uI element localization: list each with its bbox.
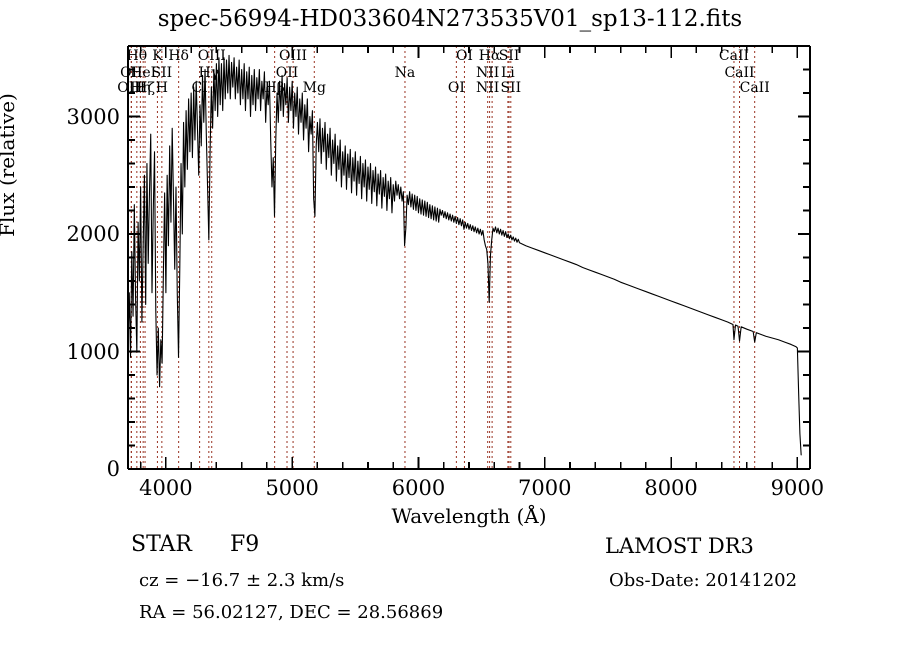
spectral-line-label: OII [275,65,299,81]
y-tick-labels: 0 1000 2000 3000 [0,0,120,649]
spectral-line-label: SII [500,80,522,96]
x-tick-label: 8000 [644,476,698,500]
line-marker-group [130,46,756,469]
y-tick-label: 3000 [66,104,120,129]
plot-area [127,45,811,470]
x-tick-label: 6000 [391,476,446,500]
spectral-line-label: Na [394,65,416,81]
y-tick-label: 2000 [66,222,120,246]
spectral-line-label: K [152,48,163,64]
spectral-line-label: NII [476,80,500,96]
spectral-line-label: H [155,80,168,96]
axis-frame [127,45,811,470]
footer-cz: cz = −16.7 ± 2.3 km/s [139,570,345,591]
spectrum-canvas [127,45,811,470]
spectral-line-label: OIII [117,80,146,96]
spectral-line-label: Hγ [198,65,220,81]
spectral-line-label: OI [447,80,465,96]
spectral-line-label: Li [501,65,515,81]
spectral-class-value: F9 [230,532,260,557]
y-axis-title: Flux (relative) [0,93,19,237]
spectral-line-label: HeI [130,65,157,81]
footer-obs-date: Obs-Date: 20141202 [609,570,798,591]
spectral-line-label: OII [120,65,143,81]
x-axis-title: Wavelength (Å) [391,504,547,528]
footer-coordinates: RA = 56.02127, DEC = 28.56869 [139,602,444,623]
spectral-line-label: OIII [279,48,308,64]
footer-survey: LAMOST DR3 [605,534,754,558]
spectral-line-label: Hα [478,48,501,64]
spectral-line-label: NII [476,65,500,81]
object-type-value: STAR [131,532,192,557]
spectral-line-label: OIII [197,48,226,64]
spectral-line-label: Mg [302,80,326,96]
spectral-line-label: Hδ [168,48,189,64]
spectral-line-label: SII [498,48,520,64]
spectral-line-label: Hβ [264,80,285,96]
spectral-line-label: CaII [739,80,770,96]
spectral-line-label: CaII [724,65,755,81]
spectral-line-label: CaII [718,48,750,64]
footer-object-type: STAR F9 [131,532,259,557]
spectral-line-label: OI [455,48,473,64]
spectral-line-label: Hθ [126,48,148,64]
x-tick-label: 4000 [139,476,193,500]
spectral-line-label: Hζ [135,80,155,96]
y-tick-label: 1000 [66,339,120,364]
spectral-line-label: SII [151,65,173,81]
y-tick-label: 0 [106,457,120,481]
x-tick-label: 5000 [265,476,319,500]
spectral-line-label: CI [191,80,208,96]
x-tick-label: 7000 [518,476,572,500]
page-title: spec-56994-HD033604N273535V01_sp13-112.f… [157,6,743,32]
spectral-line-label: Hη [130,80,151,96]
spectrum-trace [127,54,802,456]
x-tick-label: 9000 [770,476,825,500]
